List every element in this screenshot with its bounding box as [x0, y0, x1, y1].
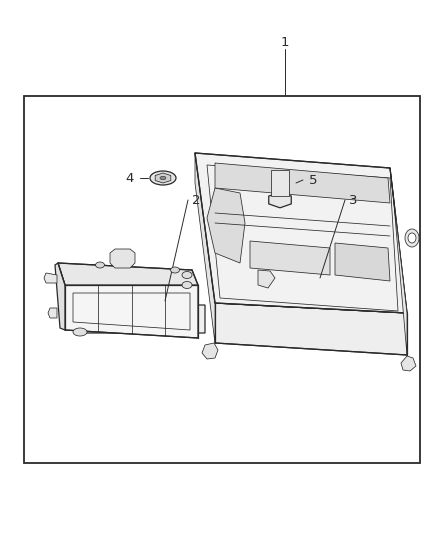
Polygon shape — [401, 356, 416, 371]
Ellipse shape — [73, 328, 87, 336]
Polygon shape — [65, 285, 198, 338]
Text: 1: 1 — [281, 36, 289, 50]
Polygon shape — [258, 270, 275, 288]
Polygon shape — [55, 263, 65, 330]
Bar — [24, 96, 420, 463]
Text: 3: 3 — [349, 193, 357, 206]
Ellipse shape — [95, 262, 105, 268]
Ellipse shape — [160, 176, 166, 180]
Polygon shape — [215, 163, 390, 203]
Polygon shape — [195, 153, 407, 313]
Polygon shape — [269, 192, 291, 208]
Ellipse shape — [170, 267, 180, 273]
Ellipse shape — [405, 229, 419, 247]
Polygon shape — [202, 343, 218, 359]
Polygon shape — [155, 173, 171, 183]
Text: 2: 2 — [192, 193, 200, 206]
Polygon shape — [58, 263, 198, 285]
Polygon shape — [250, 241, 330, 275]
Polygon shape — [48, 308, 57, 318]
Polygon shape — [271, 170, 289, 196]
Polygon shape — [215, 303, 407, 355]
Text: 5: 5 — [309, 174, 317, 187]
Polygon shape — [195, 153, 215, 343]
Ellipse shape — [182, 271, 192, 279]
Polygon shape — [110, 249, 135, 268]
Polygon shape — [390, 168, 407, 355]
Ellipse shape — [182, 281, 192, 288]
Ellipse shape — [408, 233, 416, 243]
Polygon shape — [207, 188, 245, 263]
Polygon shape — [335, 243, 390, 281]
Ellipse shape — [150, 171, 176, 185]
Text: 4: 4 — [126, 172, 134, 184]
Polygon shape — [60, 305, 205, 333]
Polygon shape — [44, 273, 57, 283]
